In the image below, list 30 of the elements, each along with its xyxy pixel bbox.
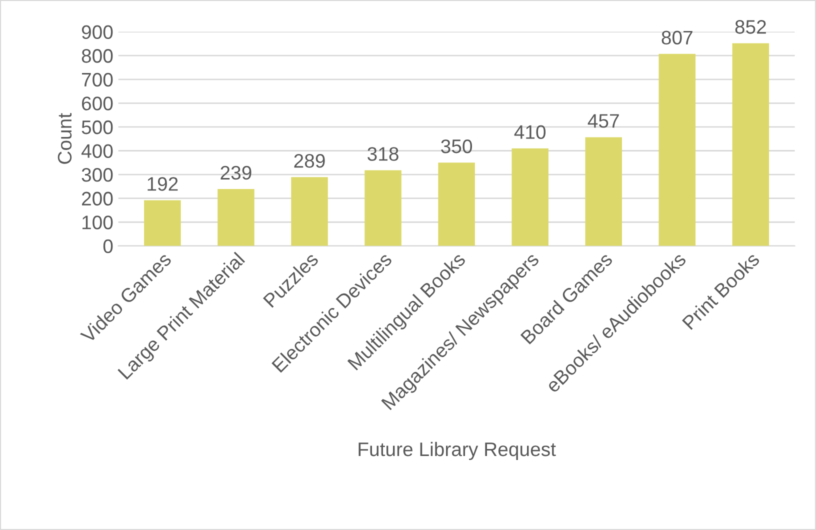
- y-tick-label: 100: [82, 216, 113, 230]
- bar: [291, 177, 328, 246]
- x-axis-title: Future Library Request: [358, 442, 556, 460]
- y-tick-label: 300: [82, 168, 113, 182]
- y-tick-label: 500: [82, 120, 113, 134]
- data-label: 457: [588, 114, 619, 128]
- bar: [732, 43, 770, 246]
- bar: [658, 54, 696, 246]
- data-label: 350: [441, 139, 472, 154]
- y-tick-label: 800: [82, 49, 113, 63]
- y-tick-label: 0: [103, 239, 113, 254]
- y-tick-label: 200: [82, 192, 113, 206]
- data-label: 852: [735, 20, 766, 34]
- bar: [438, 162, 475, 246]
- y-tick-label: 900: [82, 25, 113, 40]
- data-label: 410: [514, 125, 546, 139]
- data-label: 239: [220, 166, 252, 180]
- bar: [218, 189, 254, 246]
- bar: [144, 200, 181, 246]
- bar: [585, 137, 622, 246]
- y-tick-label: 400: [81, 144, 113, 158]
- bar: [364, 170, 402, 246]
- data-label: 807: [662, 30, 692, 45]
- data-label: 192: [148, 177, 178, 191]
- y-tick-label: 700: [82, 72, 113, 87]
- data-label: 318: [368, 147, 398, 161]
- y-axis-title: Count: [58, 113, 72, 164]
- bar: [512, 148, 548, 246]
- data-label: 289: [294, 154, 325, 168]
- y-tick-label: 600: [82, 96, 113, 110]
